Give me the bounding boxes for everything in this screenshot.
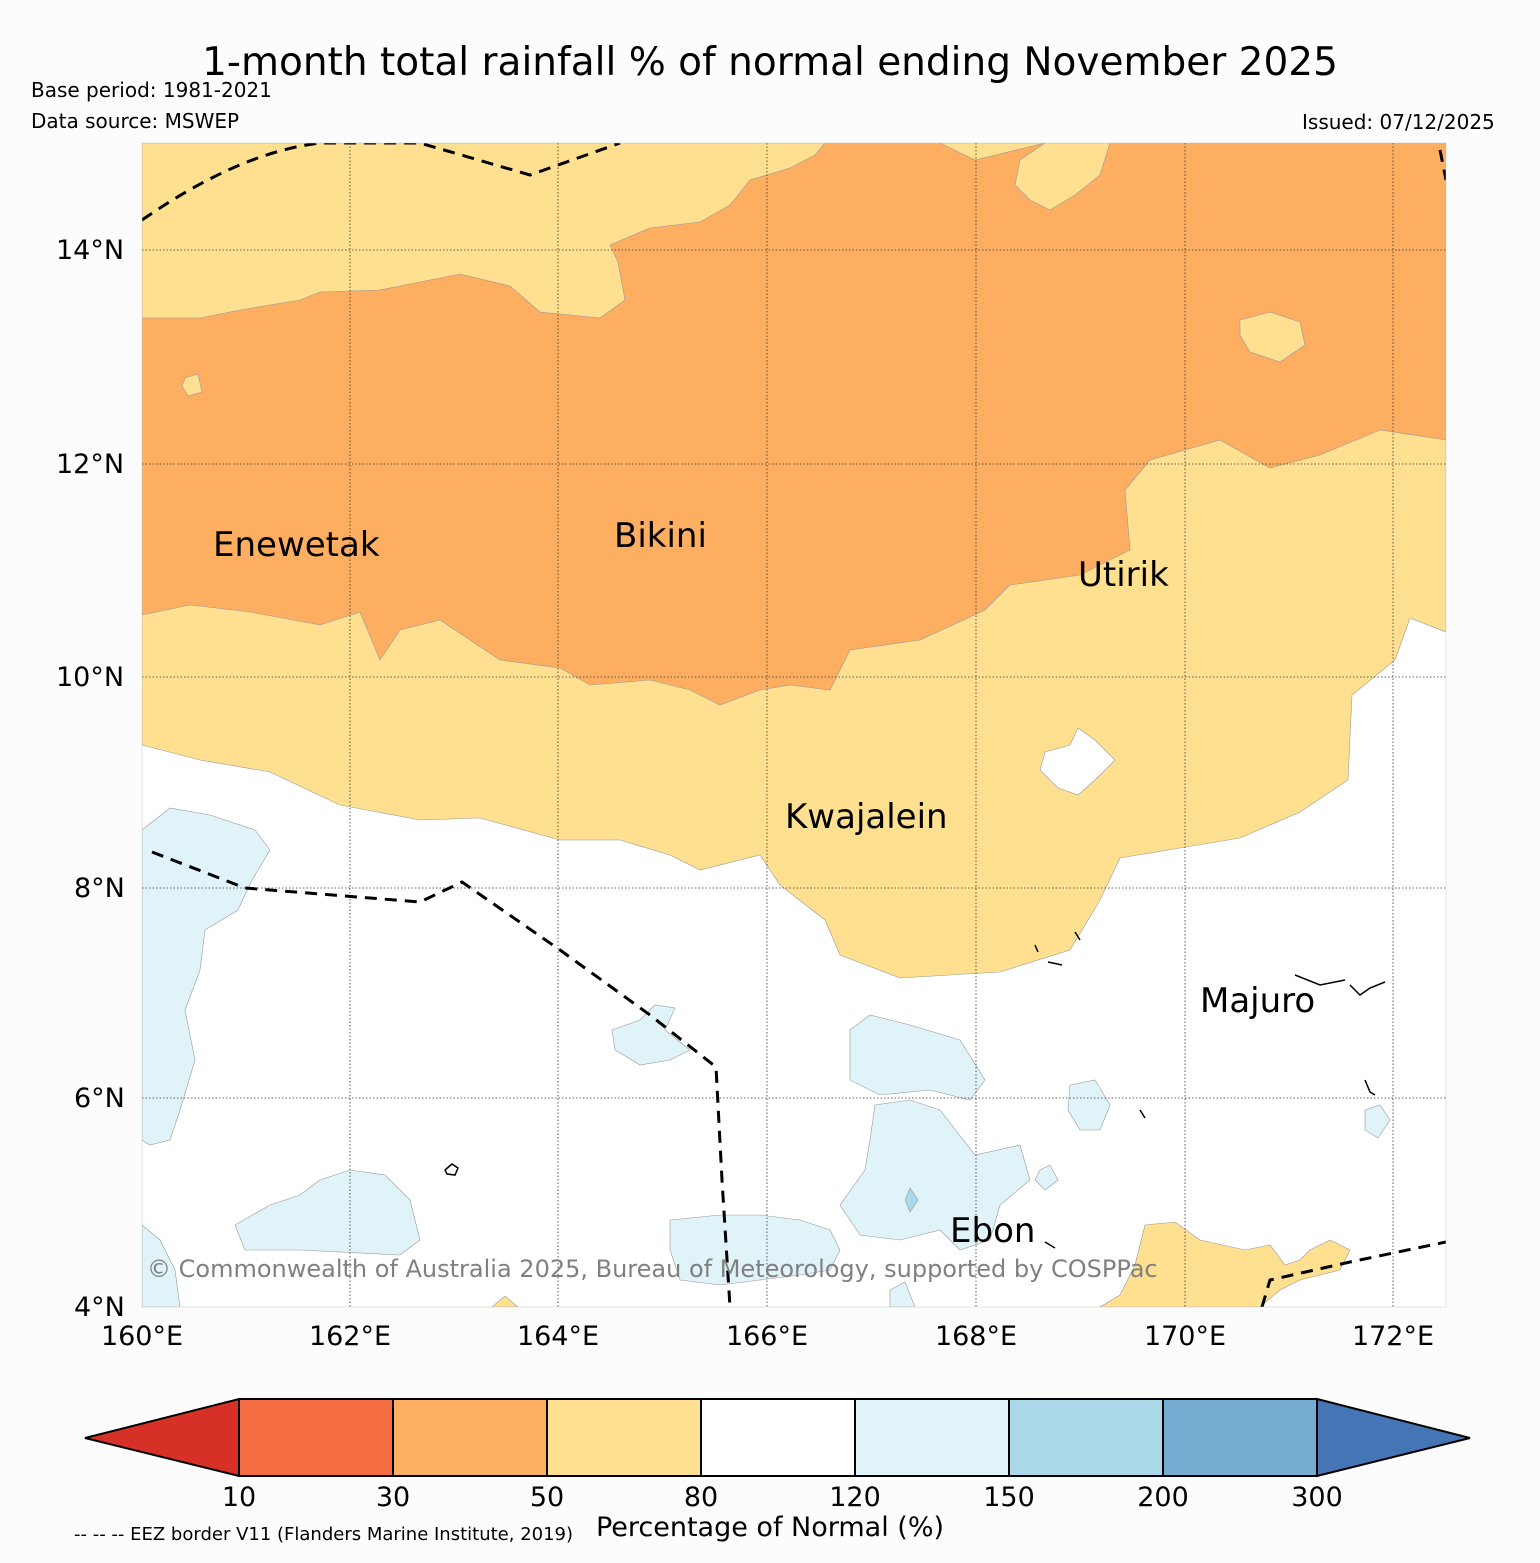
zone-30-50 — [142, 143, 1446, 706]
colorbar-tick: 10 — [221, 1482, 257, 1513]
lat-label: 12°N — [56, 449, 124, 480]
colorbar-80-120 — [700, 1398, 856, 1477]
graticule — [142, 143, 1446, 1307]
place-label-bikini: Bikini — [614, 516, 707, 556]
base-period: Base period: 1981-2021 — [31, 78, 272, 102]
colorbar-tick: 120 — [829, 1482, 881, 1513]
lon-label: 170°E — [1144, 1321, 1226, 1352]
zone-150-200 — [904, 1187, 919, 1213]
map-frame — [141, 142, 1447, 1308]
zone-120-150 — [1034, 1164, 1059, 1191]
zone-120-150 — [1364, 1104, 1391, 1139]
colorbar-lt10 — [84, 1397, 240, 1478]
copyright-notice: © Commonwealth of Australia 2025, Bureau… — [147, 1255, 1158, 1283]
lon-label: 172°E — [1352, 1321, 1434, 1352]
zone-120-150 — [142, 807, 271, 1146]
zone-120-150 — [1067, 1079, 1111, 1131]
lon-label: 160°E — [101, 1321, 183, 1352]
colorbar-150-200 — [1008, 1398, 1164, 1477]
zone-120-150 — [889, 1281, 916, 1307]
lon-label: 164°E — [517, 1321, 599, 1352]
lon-label: 162°E — [309, 1321, 391, 1352]
issued-date: Issued: 07/12/2025 — [1302, 110, 1495, 134]
lon-label: 168°E — [935, 1321, 1017, 1352]
atoll-outlines — [444, 931, 1386, 1249]
map-title: 1-month total rainfall % of normal endin… — [202, 40, 1338, 85]
colorbar-120-150 — [854, 1398, 1010, 1477]
eez-border — [142, 143, 1446, 1307]
colorbar-gt300 — [1316, 1397, 1471, 1478]
colorbar-label: Percentage of Normal (%) — [595, 1512, 945, 1543]
lat-label: 8°N — [74, 873, 125, 904]
place-label-kwajalein: Kwajalein — [785, 797, 948, 837]
place-label-majuro: Majuro — [1200, 981, 1315, 1021]
zone-50-80-pocket — [1239, 311, 1306, 363]
zone-120-150 — [839, 1099, 1031, 1251]
zone-80-120-pocket — [1039, 727, 1116, 796]
colorbar-tick: 200 — [1137, 1482, 1189, 1513]
lon-label: 166°E — [726, 1321, 808, 1352]
zone-50-80-south — [491, 1295, 519, 1307]
zone-50-80-south — [1099, 1221, 1351, 1307]
colorbar — [84, 1397, 1471, 1478]
eez-legend-note: -- -- -- EEZ border V11 (Flanders Marine… — [74, 1524, 574, 1545]
colorbar-50-80 — [546, 1398, 702, 1477]
place-label-utirik: Utirik — [1078, 555, 1169, 595]
colorbar-tick: 80 — [683, 1482, 719, 1513]
lat-label: 14°N — [56, 235, 124, 266]
lat-label: 4°N — [74, 1292, 125, 1323]
zone-50-80-pocket — [1014, 143, 1111, 211]
colorbar-tick: 300 — [1291, 1482, 1343, 1513]
colorbar-200-300 — [1162, 1398, 1318, 1477]
place-label-ebon: Ebon — [950, 1211, 1035, 1251]
zone-120-150 — [234, 1169, 421, 1256]
colorbar-tick: 150 — [983, 1482, 1035, 1513]
zone-120-150 — [142, 1224, 181, 1307]
zone-50-80-pocket — [181, 373, 203, 397]
lat-label: 10°N — [56, 662, 124, 693]
place-label-enewetak: Enewetak — [213, 525, 380, 565]
zone-120-150 — [849, 1014, 986, 1101]
map-field — [142, 143, 1446, 1307]
lat-label: 6°N — [74, 1083, 125, 1114]
colorbar-10-30 — [238, 1398, 394, 1477]
zone-120-150 — [669, 1214, 841, 1286]
colorbar-30-50 — [392, 1398, 548, 1477]
colorbar-tick: 30 — [375, 1482, 411, 1513]
data-source: Data source: MSWEP — [31, 109, 240, 133]
colorbar-tick: 50 — [529, 1482, 565, 1513]
